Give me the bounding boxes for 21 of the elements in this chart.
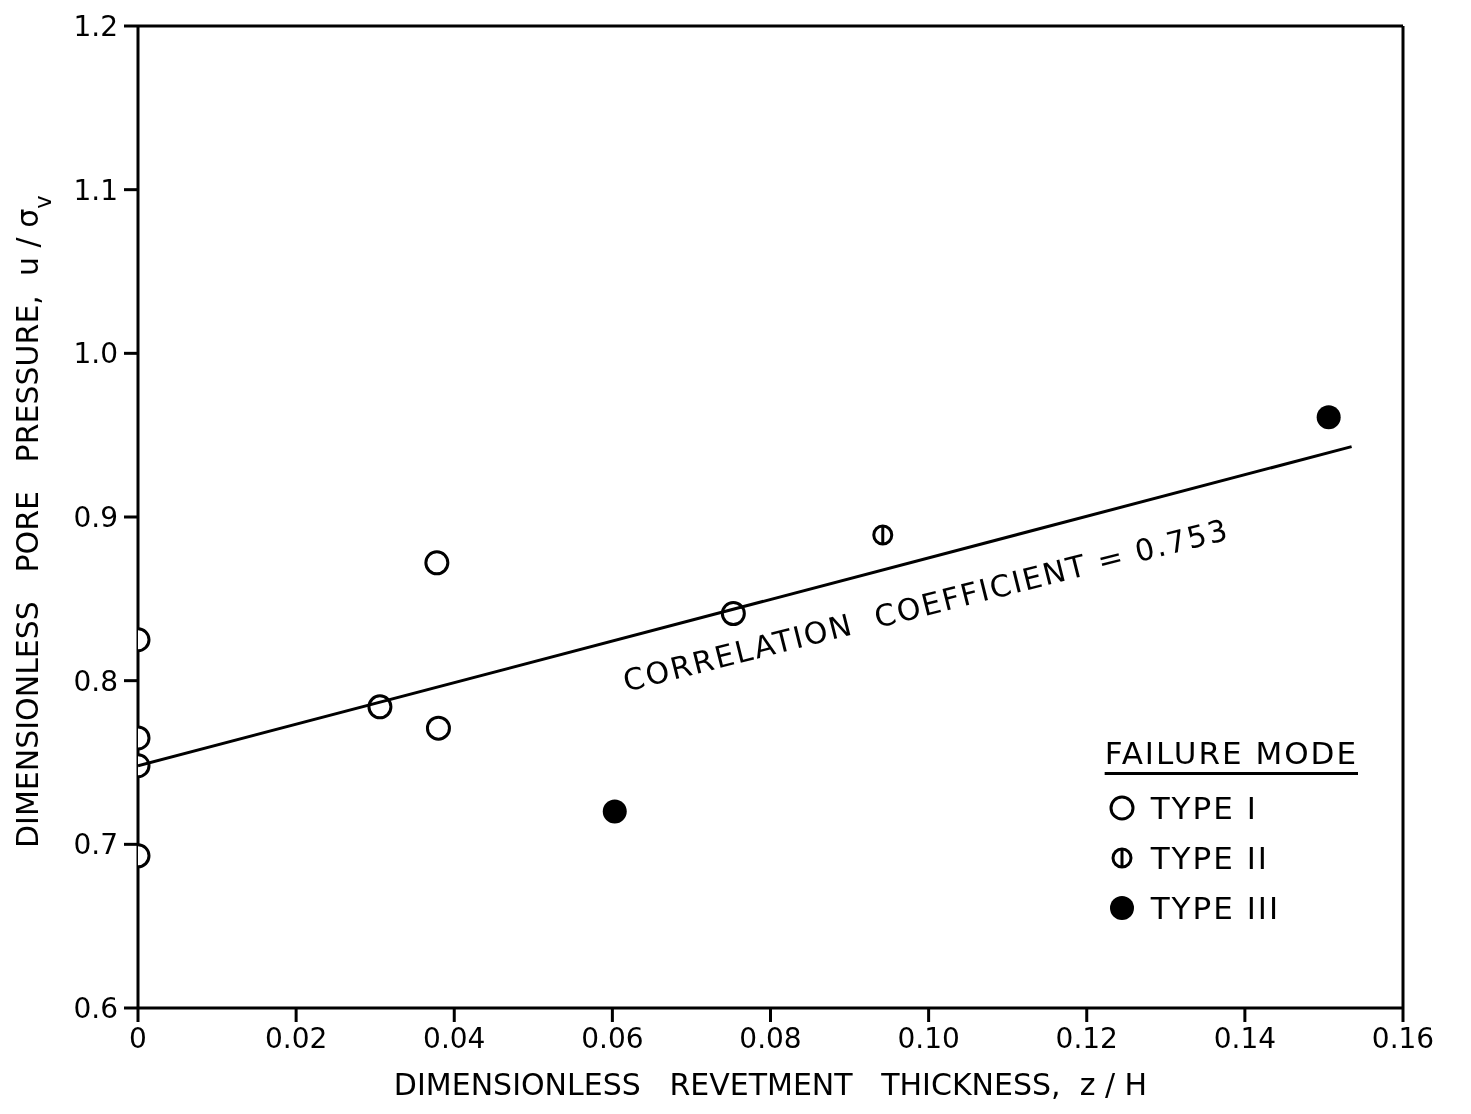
y-tick-label: 0.9 [73, 500, 118, 534]
legend-label: TYPE III [1150, 890, 1281, 926]
x-tick-label: 0.14 [1213, 1021, 1277, 1055]
legend-label: TYPE I [1150, 790, 1258, 826]
y-tick-label: 1.2 [73, 9, 118, 43]
y-tick-label: 0.8 [73, 664, 118, 698]
x-tick-label: 0.08 [739, 1021, 802, 1055]
legend-label: TYPE II [1150, 840, 1269, 876]
y-tick-label: 1.0 [73, 337, 118, 371]
y-tick-label: 1.1 [73, 173, 118, 207]
x-tick-label: 0.16 [1371, 1021, 1435, 1055]
x-axis-title: DIMENSIONLESS REVETMENT THICKNESS, z / H [393, 1067, 1148, 1102]
x-tick-label: 0 [129, 1021, 147, 1055]
x-tick-label: 0.10 [897, 1021, 960, 1055]
legend-title: FAILURE MODE [1104, 735, 1358, 771]
x-tick-label: 0.12 [1055, 1021, 1118, 1055]
y-tick-label: 0.6 [73, 991, 118, 1025]
x-tick-label: 0.06 [581, 1021, 644, 1055]
x-tick-label: 0.02 [264, 1021, 328, 1055]
x-tick-label: 0.04 [423, 1021, 486, 1055]
y-tick-label: 0.7 [73, 828, 118, 862]
